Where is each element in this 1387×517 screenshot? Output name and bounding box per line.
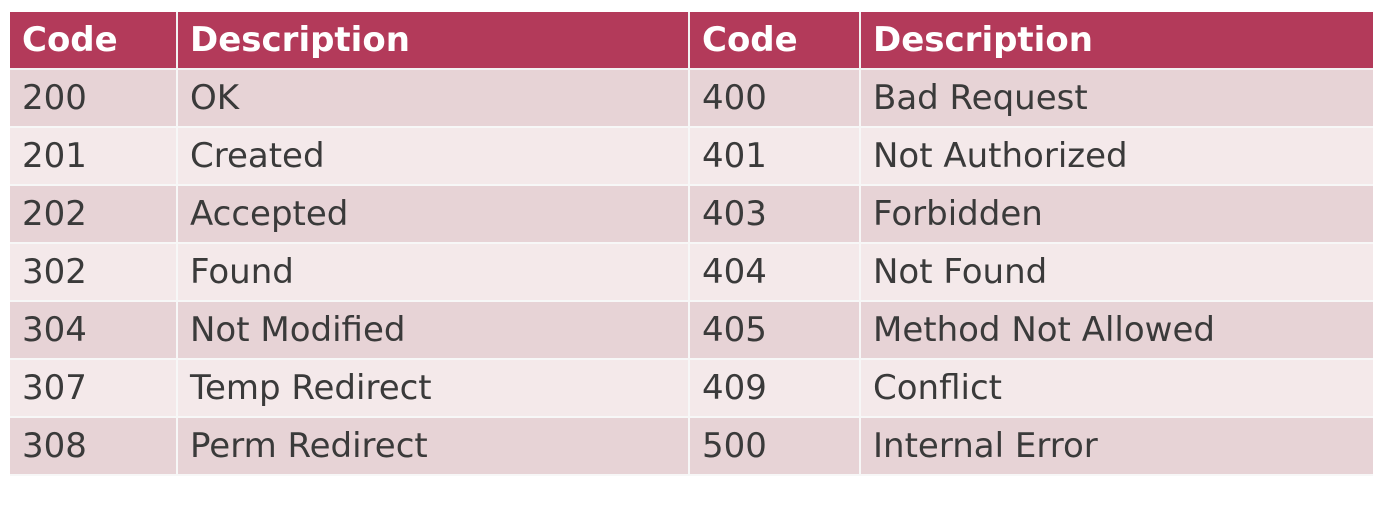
code-cell: 404 <box>690 244 861 302</box>
description-cell: Conflict <box>861 360 1373 418</box>
header-description-left: Description <box>178 12 690 70</box>
table-body: 200 OK 400 Bad Request 201 Created 401 N… <box>10 70 1373 476</box>
description-cell: Accepted <box>178 186 690 244</box>
description-cell: Created <box>178 128 690 186</box>
code-cell: 202 <box>10 186 178 244</box>
description-cell: Not Authorized <box>861 128 1373 186</box>
table-row: 201 Created 401 Not Authorized <box>10 128 1373 186</box>
description-cell: Forbidden <box>861 186 1373 244</box>
code-cell: 304 <box>10 302 178 360</box>
table-row: 308 Perm Redirect 500 Internal Error <box>10 418 1373 476</box>
header-code-right: Code <box>690 12 861 70</box>
header-description-right: Description <box>861 12 1373 70</box>
code-cell: 307 <box>10 360 178 418</box>
description-cell: Perm Redirect <box>178 418 690 476</box>
code-cell: 409 <box>690 360 861 418</box>
code-cell: 200 <box>10 70 178 128</box>
code-cell: 403 <box>690 186 861 244</box>
description-cell: Temp Redirect <box>178 360 690 418</box>
description-cell: Internal Error <box>861 418 1373 476</box>
code-cell: 500 <box>690 418 861 476</box>
code-cell: 201 <box>10 128 178 186</box>
description-cell: Not Modified <box>178 302 690 360</box>
table-row: 302 Found 404 Not Found <box>10 244 1373 302</box>
header-code-left: Code <box>10 12 178 70</box>
description-cell: Method Not Allowed <box>861 302 1373 360</box>
http-status-code-table: Code Description Code Description 200 OK… <box>10 12 1373 476</box>
description-cell: OK <box>178 70 690 128</box>
code-cell: 405 <box>690 302 861 360</box>
table-row: 200 OK 400 Bad Request <box>10 70 1373 128</box>
description-cell: Found <box>178 244 690 302</box>
table-header-row: Code Description Code Description <box>10 12 1373 70</box>
table-row: 304 Not Modified 405 Method Not Allowed <box>10 302 1373 360</box>
code-cell: 400 <box>690 70 861 128</box>
code-cell: 308 <box>10 418 178 476</box>
code-cell: 302 <box>10 244 178 302</box>
description-cell: Not Found <box>861 244 1373 302</box>
table-row: 202 Accepted 403 Forbidden <box>10 186 1373 244</box>
code-cell: 401 <box>690 128 861 186</box>
table-row: 307 Temp Redirect 409 Conflict <box>10 360 1373 418</box>
description-cell: Bad Request <box>861 70 1373 128</box>
